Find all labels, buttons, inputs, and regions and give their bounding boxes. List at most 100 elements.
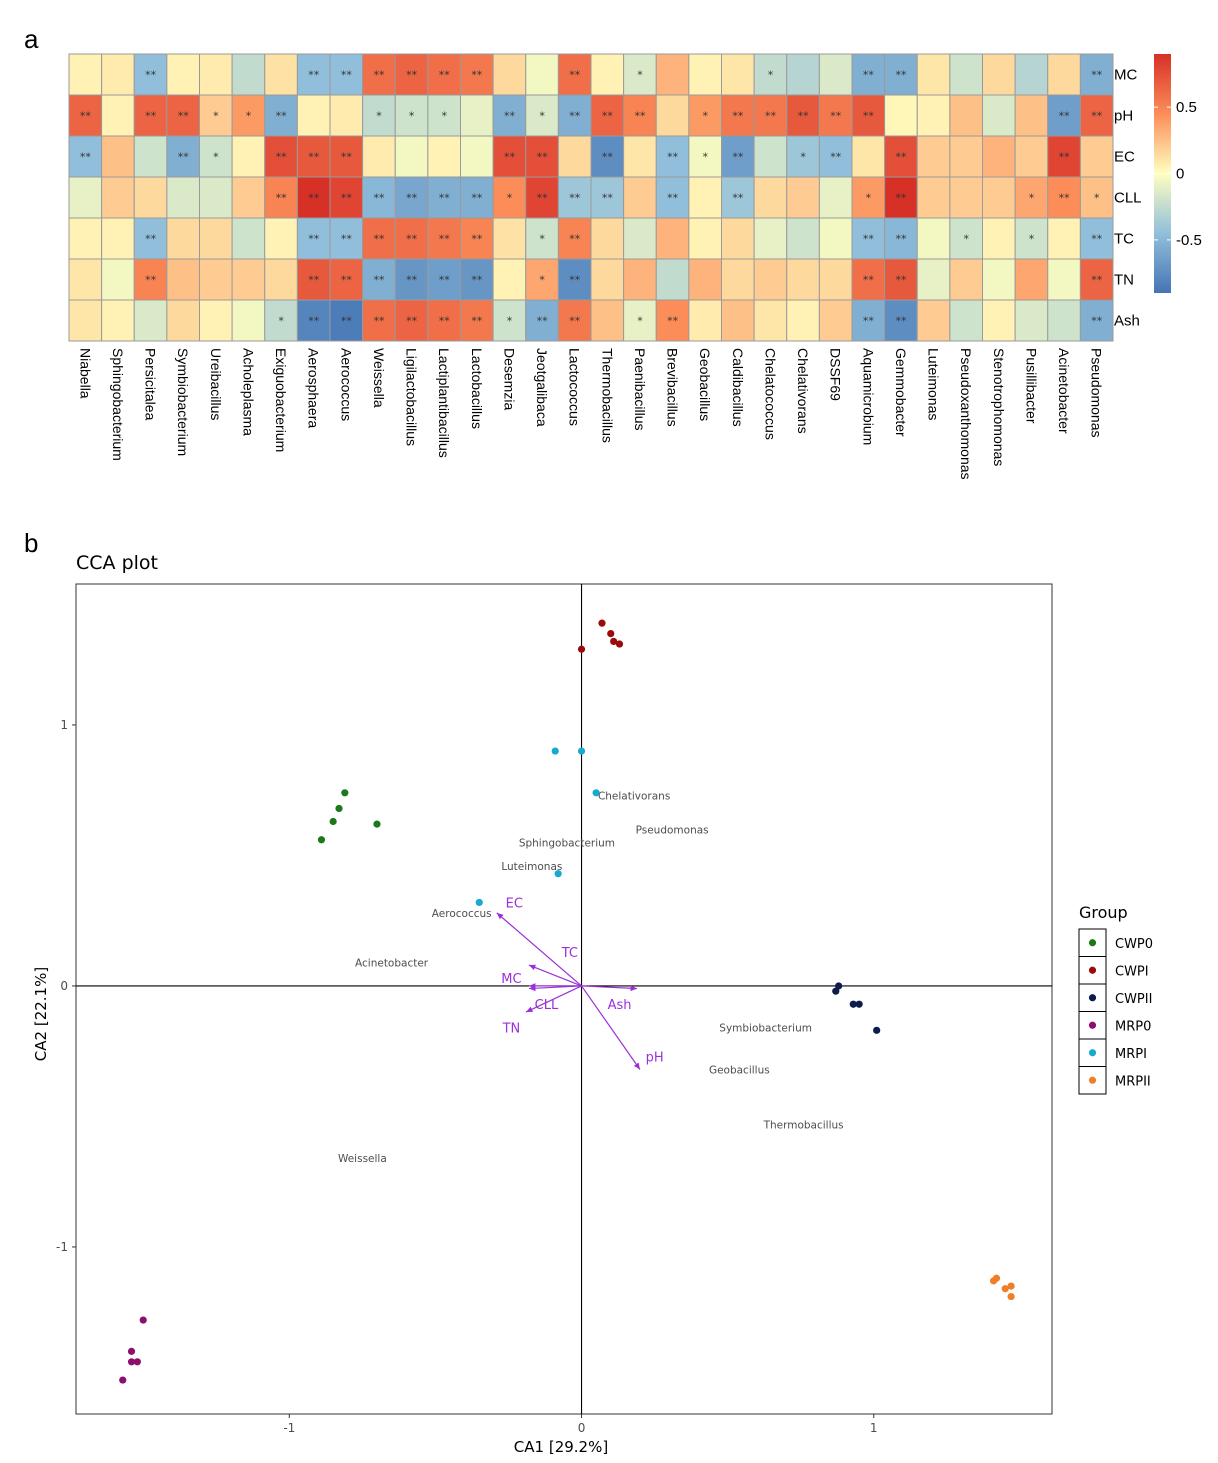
heatmap-cell-ec-symbiobacterium — [166, 135, 200, 178]
heatmap-cell-tn-weissella — [362, 258, 396, 301]
significance-mark: ** — [341, 274, 353, 287]
heatmap-cell-tc-lactiplantibacillus — [427, 217, 461, 260]
significance-mark: * — [702, 110, 708, 123]
heatmap-cell-mc-acholeplasma — [231, 53, 266, 96]
heatmap-cell-ph-aerosphaera — [296, 94, 331, 137]
significance-mark: ** — [471, 69, 483, 82]
significance-mark: ** — [1059, 110, 1071, 123]
heatmap-cell-tc-geobacillus — [688, 217, 722, 260]
heatmap-cell-ec-niabella — [68, 135, 103, 178]
heatmap-cell-ph-geobacillus — [688, 94, 722, 137]
heatmap-cell-ash-niabella — [68, 299, 103, 342]
x-tick-label: 1 — [870, 1421, 878, 1435]
colorbar-legend: 0.5 0 -0.5 — [1154, 54, 1202, 293]
heatmap-column-label-chelatococcus: Chelatococcus — [762, 348, 778, 440]
heatmap-cell-cll-luteimonas — [916, 176, 951, 219]
env-arrow-tc — [528, 964, 582, 987]
heatmap-cell-tc-stenotrophomonas — [982, 217, 1016, 260]
heatmap-cell-tn-pseudomonas — [1079, 258, 1114, 301]
significance-mark: * — [539, 274, 545, 287]
sample-point-cwp0 — [335, 804, 343, 813]
significance-mark: ** — [145, 69, 157, 82]
significance-mark: * — [441, 110, 447, 123]
significance-mark: * — [278, 315, 284, 328]
significance-mark: * — [702, 151, 708, 164]
significance-mark: * — [507, 192, 513, 205]
sample-point-mrpi — [475, 898, 483, 907]
env-arrow-ec — [496, 912, 582, 987]
significance-mark: ** — [569, 110, 581, 123]
significance-mark: ** — [537, 151, 549, 164]
species-label-aerococcus: Aerococcus — [432, 908, 492, 920]
env-label-tn: TN — [502, 1022, 521, 1037]
heatmap-cell-mc-acinetobacter — [1047, 53, 1081, 96]
heatmap-cell-ash-jeotgalibaca — [525, 299, 559, 342]
heatmap-column-label-pseudoxanthomonas: Pseudoxanthomonas — [958, 348, 974, 480]
heatmap-row-label-tn: TN — [1114, 272, 1134, 289]
significance-mark: ** — [569, 274, 581, 287]
heatmap-cell-ec-acholeplasma — [231, 135, 266, 178]
heatmap-cell-ec-lactobacillus — [460, 135, 494, 178]
heatmap-column-label-desemzia: Desemzia — [501, 348, 517, 410]
heatmap-column-label-paenibacillus: Paenibacillus — [632, 348, 648, 431]
heatmap-cell-ash-acinetobacter — [1047, 299, 1081, 342]
heatmap-cell-tc-desemzia — [492, 217, 527, 260]
significance-mark: ** — [439, 274, 451, 287]
heatmap-cell-tc-acholeplasma — [231, 217, 266, 260]
significance-mark: ** — [276, 110, 288, 123]
sample-point-mrpi — [551, 747, 559, 755]
legend-label-mrpi: MRPI — [1115, 1047, 1147, 1062]
heatmap-cell-cll-aerosphaera — [296, 176, 331, 219]
heatmap-cell-tc-luteimonas — [916, 217, 951, 260]
heatmap-cell-tn-symbiobacterium — [166, 258, 200, 301]
significance-mark: * — [637, 315, 643, 328]
heatmap-cell-mc-niabella — [68, 53, 103, 96]
heatmap-cell-tn-desemzia — [492, 258, 527, 301]
significance-mark: ** — [308, 69, 320, 82]
heatmap-cell-tn-chelativorans — [786, 258, 820, 301]
heatmap-column-label-acholeplasma: Acholeplasma — [240, 348, 256, 436]
heatmap-cell-ec-pseudoxanthomonas — [949, 135, 983, 178]
heatmap-cell-tc-acinetobacter — [1047, 217, 1081, 260]
significance-mark: ** — [863, 233, 875, 246]
significance-mark: ** — [471, 274, 483, 287]
significance-mark: ** — [373, 233, 385, 246]
heatmap-column-label-lactiplantibacillus: Lactiplantibacillus — [436, 348, 452, 458]
heatmap-column-label-symbiobacterium: Symbiobacterium — [175, 348, 191, 456]
heatmap-cell-ash-pseudoxanthomonas — [949, 299, 983, 342]
colorbar-tick-label: 0.5 — [1176, 99, 1197, 116]
heatmap-cell-ec-lactococcus — [557, 135, 592, 178]
sample-point-mrp0 — [139, 1316, 147, 1324]
heatmap-cell-ph-pusillibacter — [1014, 94, 1049, 137]
heatmap-cell-ec-persicitalea — [133, 135, 168, 178]
significance-mark: ** — [341, 315, 353, 328]
heatmap-cell-tc-sphingobacterium — [101, 217, 135, 260]
legend-swatch-mrpi — [1088, 1049, 1097, 1057]
heatmap-cell-mc-jeotgalibaca — [525, 53, 559, 96]
sample-point-cwpi — [598, 619, 606, 627]
heatmap-column-label-luteimonas: Luteimonas — [926, 348, 942, 420]
heatmap-row-label-ph: pH — [1114, 108, 1133, 125]
heatmap-cell-mc-aerosphaera — [296, 53, 331, 96]
significance-mark: ** — [895, 192, 907, 205]
significance-mark: ** — [145, 233, 157, 246]
heatmap-cell-mc-dssf69 — [818, 53, 853, 96]
significance-mark: ** — [895, 151, 907, 164]
heatmap-cell-ash-sphingobacterium — [101, 299, 135, 342]
significance-mark: ** — [765, 110, 777, 123]
heatmap-cell-ph-paenibacillus — [623, 94, 657, 137]
heatmap-cell-ec-ligilactobacillus — [394, 135, 429, 178]
heatmap-cell-ash-thermobacillus — [590, 299, 625, 342]
heatmap-cell-cll-pseudoxanthomonas — [949, 176, 983, 219]
significance-mark: ** — [276, 151, 288, 164]
env-arrow-cll — [528, 985, 582, 992]
significance-mark: ** — [308, 233, 320, 246]
significance-mark: * — [376, 110, 382, 123]
heatmap-column-label-weissella: Weissella — [371, 348, 387, 408]
significance-mark: ** — [80, 110, 92, 123]
heatmap-column-label-caldibacillus: Caldibacillus — [730, 348, 746, 427]
significance-mark: ** — [863, 110, 875, 123]
heatmap-cell-tn-geobacillus — [688, 258, 722, 301]
heatmap-cell-mc-thermobacillus — [590, 53, 625, 96]
sample-point-cwp0 — [329, 817, 337, 826]
